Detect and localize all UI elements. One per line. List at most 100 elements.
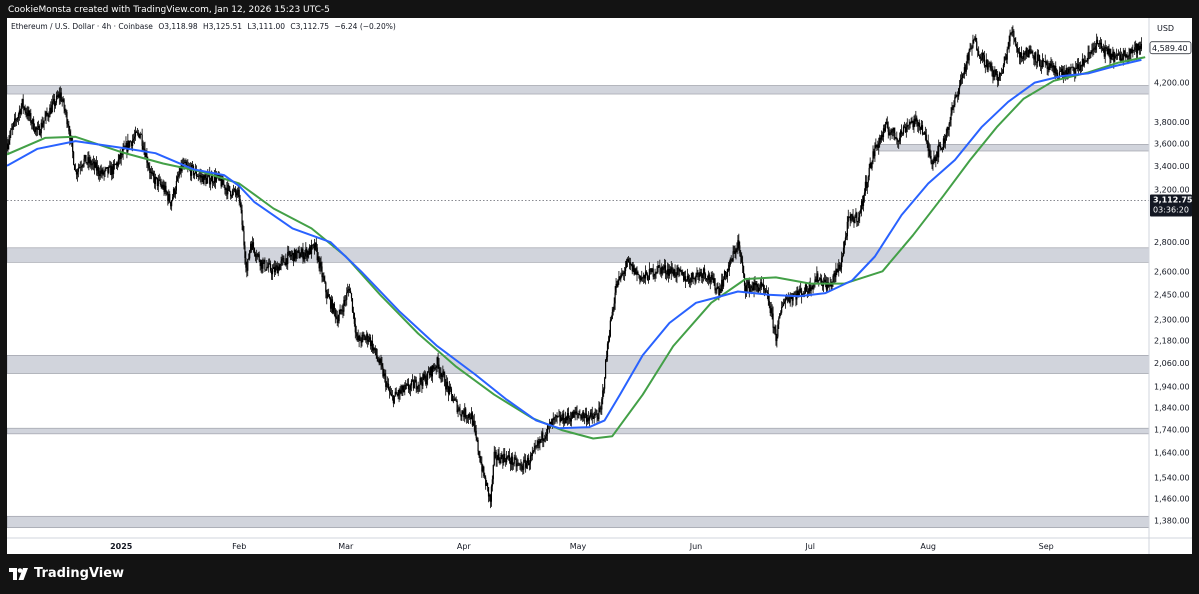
price-candle-body [81,165,83,168]
price-candle-body [1118,53,1121,55]
price-candle-body [949,120,951,124]
zone-rect [878,144,1150,152]
price-candle-body [937,151,939,158]
price-tick-label: 3,200.00 [1154,186,1190,195]
price-candle-body [379,359,381,364]
price-candle-body [981,52,984,60]
price-candle-body [702,274,704,278]
price-candle-body [255,256,257,258]
chart-area[interactable]: USD 1,380.00 1,460.00 1,540.00 1,640.00 1,740… [7,18,1192,554]
price-candle-body [1096,39,1098,46]
price-candle-body [468,414,471,418]
price-candle-body [1129,48,1131,54]
price-candle-body [704,273,707,279]
price-candle-body [33,130,36,133]
price-candle-body [460,414,462,417]
price-candle-body [703,268,705,275]
price-candle-body [327,294,329,299]
price-candle-body [151,171,153,174]
price-candle-body [349,289,351,291]
price-candle-body [767,293,769,301]
price-candle-body [1088,52,1090,54]
price-candle-body [998,72,1001,78]
price-candle-body [786,297,788,299]
price-candle-body [211,176,214,183]
price-candle-body [590,412,592,414]
price-candle-body [250,243,253,250]
price-candle-body [185,161,187,165]
price-candle-body [809,282,811,292]
price-candle-body [41,122,43,127]
price-candle-body [665,273,668,275]
price-candle-body [260,260,262,267]
price-candle-body [816,273,818,282]
price-candle-body [57,94,59,98]
price-candle-body [535,445,537,447]
price-candle-body [923,132,926,135]
price-candle-body [1065,68,1067,75]
price-candle-body [676,267,678,277]
price-candle-body [296,250,298,253]
price-candle-body [475,430,477,438]
zone-rect [7,247,1150,263]
price-candle-body [602,390,604,400]
price-candle-body [527,457,530,465]
price-candle-body [582,412,584,417]
price-candle-body [423,374,425,379]
price-candle-body [328,294,330,297]
price-candle-body [1057,72,1059,78]
price-candle-body [988,63,990,65]
price-candle-body [334,309,336,318]
price-candle-body [1123,50,1125,53]
price-candle-body [641,277,643,279]
axis-layer: USD 1,380.00 1,460.00 1,540.00 1,640.00 1,740… [7,18,1192,554]
price-candle-body [85,155,87,164]
price-candle-body [10,129,12,136]
price-candle-body [141,134,143,146]
price-candle-body [117,159,119,166]
price-candle-body [467,414,470,418]
price-candle-body [748,281,750,293]
price-candle-body [585,413,588,422]
price-candle-body [301,249,303,254]
price-candle-body [667,269,670,276]
price-candle-body [43,120,45,124]
price-candle-body [493,451,495,466]
price-candle-body [657,265,659,273]
price-candle-body [951,107,953,114]
price-candle-body [640,277,642,281]
price-candle-body [733,250,735,252]
price-candle-body [73,151,75,165]
price-candle-body [370,340,373,347]
price-tick-label: 4,200.00 [1154,79,1190,88]
price-candle-body [351,298,354,312]
price-candle-body [1102,48,1104,51]
price-candle-body [421,382,423,386]
price-candle-body [317,256,319,261]
price-candle-body [941,149,944,150]
price-candle-body [723,279,725,287]
price-candle-body [1114,55,1116,62]
price-candle-body [541,432,543,440]
price-candle-body [495,452,497,460]
price-candle-body [154,177,157,184]
price-candle-body [780,312,782,314]
price-candle-body [1112,51,1114,57]
price-candle-body [80,167,82,168]
countdown-label: 03:36:20 [1153,205,1189,214]
price-candle-body [333,303,335,310]
price-candle-body [976,41,978,51]
price-candle-body [847,216,849,222]
price-candle-body [956,95,958,96]
price-candle-body [1081,58,1083,67]
price-candle-body [771,308,773,314]
price-candle-body [461,411,463,417]
price-tick-label: 2,180.00 [1154,337,1190,346]
price-candle-body [605,357,608,361]
price-candle-body [352,311,355,313]
price-chart[interactable]: USD 1,380.00 1,460.00 1,540.00 1,640.00 1,740… [7,18,1192,554]
price-candle-body [266,266,268,270]
time-tick-label: Feb [232,542,246,551]
tradingview-logo[interactable]: TradingView [9,566,124,581]
price-candle-body [873,151,875,157]
